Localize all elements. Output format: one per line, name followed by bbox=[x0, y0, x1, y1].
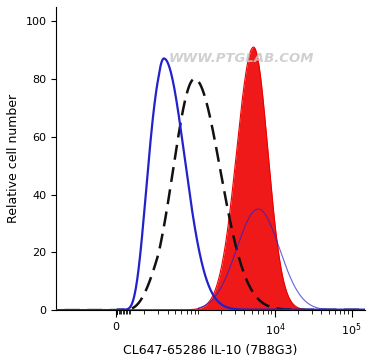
X-axis label: CL647-65286 IL-10 (7B8G3): CL647-65286 IL-10 (7B8G3) bbox=[124, 344, 298, 357]
Text: WWW.PTGLAB.COM: WWW.PTGLAB.COM bbox=[169, 52, 314, 65]
Y-axis label: Relative cell number: Relative cell number bbox=[7, 94, 20, 223]
